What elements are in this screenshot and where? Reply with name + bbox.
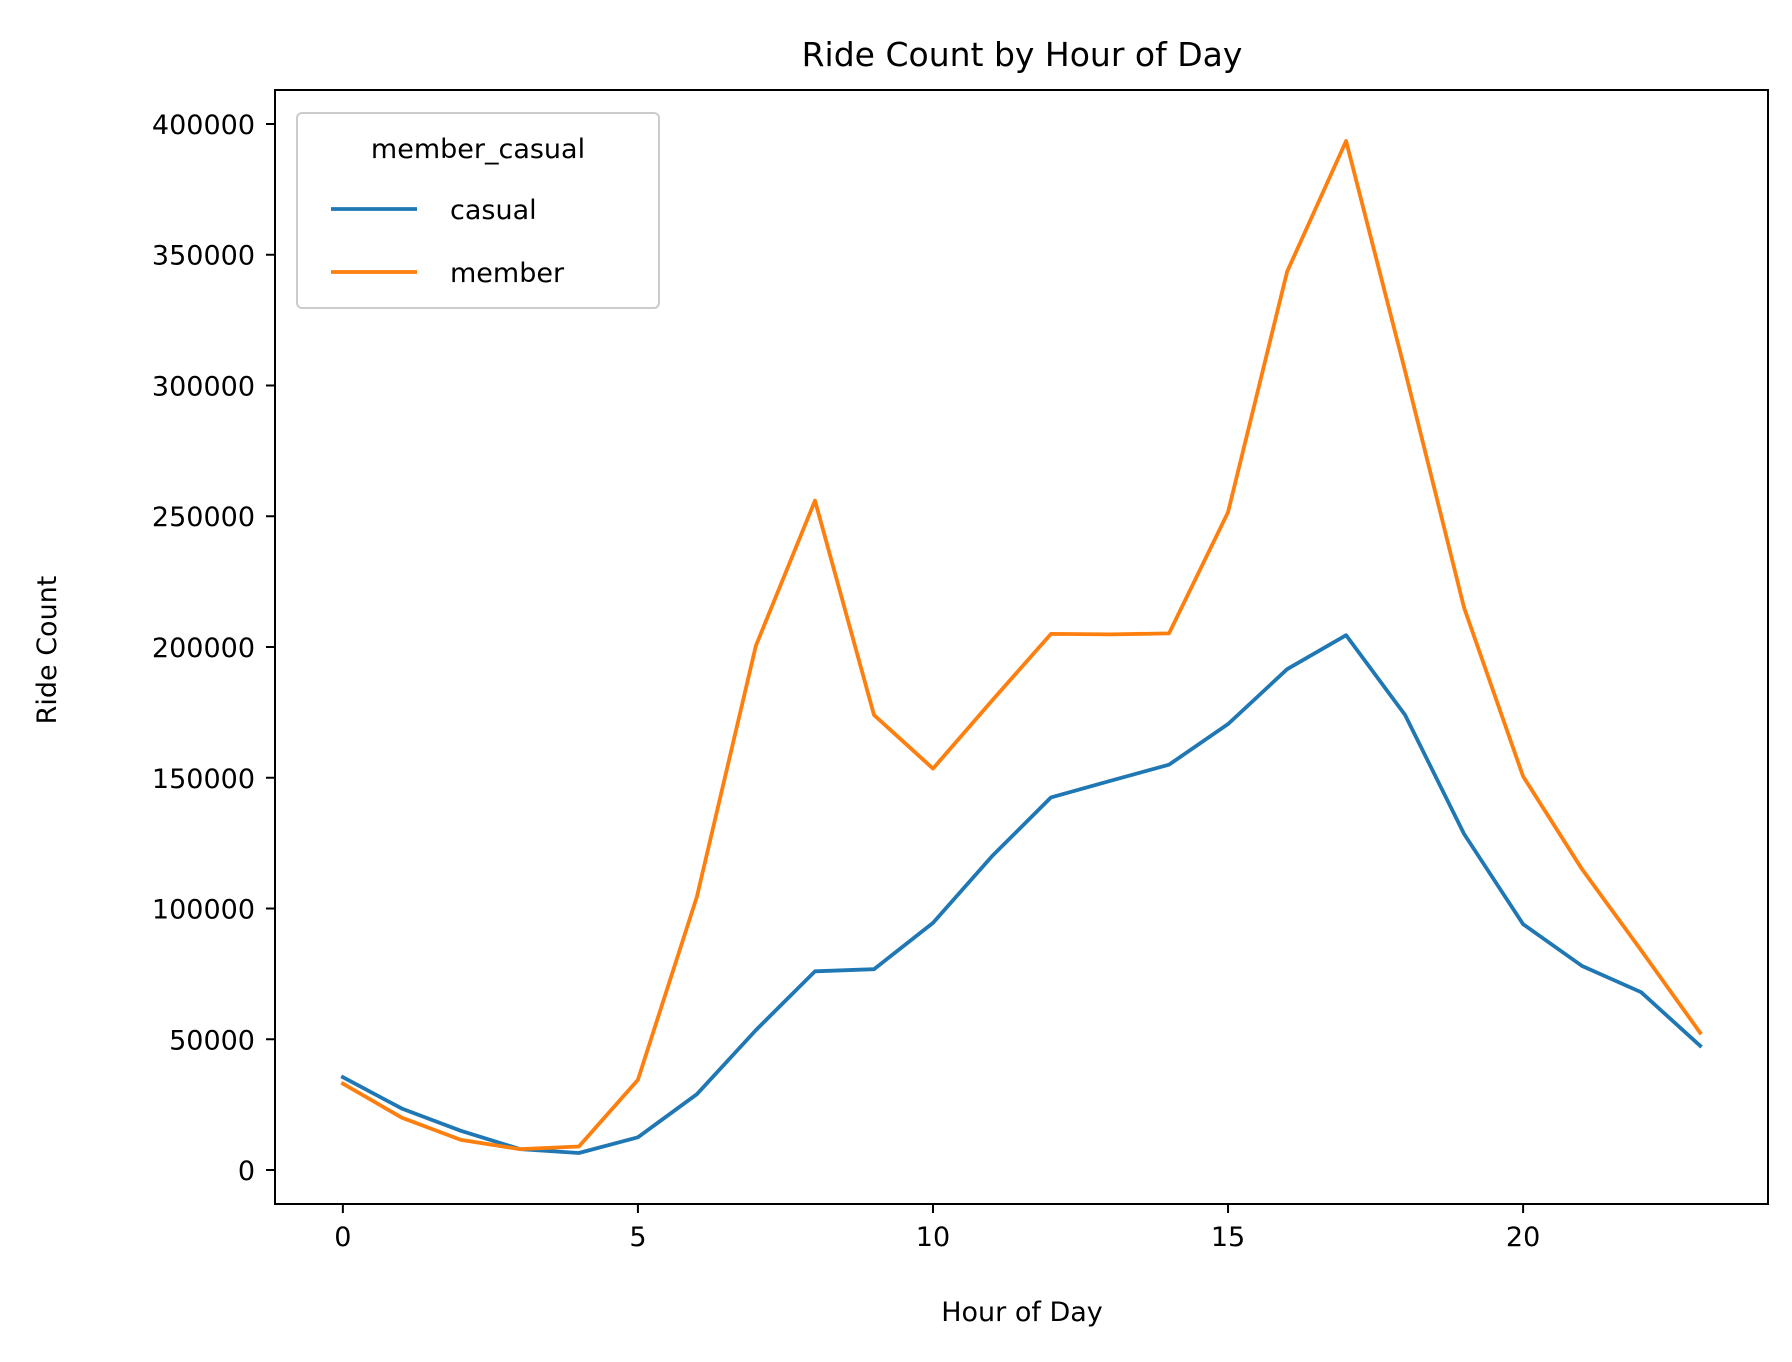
legend-label-casual: casual [450,195,537,226]
y-tick-label: 0 [238,1156,255,1187]
y-tick-label: 50000 [169,1025,255,1056]
y-axis-ticks: 0 50000 100000 150000 200000 250000 300000 3500… [152,110,275,1187]
legend-title: member_casual [371,134,585,165]
series-line-casual [340,633,1703,1155]
y-tick-label: 100000 [152,895,255,926]
x-tick-label: 0 [334,1222,351,1253]
x-tick-label: 5 [629,1222,646,1253]
legend-label-member: member [450,258,565,289]
x-tick-label: 15 [1211,1222,1245,1253]
y-tick-label: 300000 [152,371,255,402]
y-tick-label: 400000 [152,110,255,141]
series-line-member [340,139,1703,1151]
y-tick-label: 350000 [152,241,255,272]
chart-title: Ride Count by Hour of Day [802,35,1243,74]
x-tick-label: 10 [916,1222,950,1253]
x-tick-label: 20 [1506,1222,1540,1253]
x-axis-label: Hour of Day [941,1297,1103,1328]
x-axis-ticks: 0 5 10 15 20 [334,1204,1540,1253]
y-tick-label: 250000 [152,502,255,533]
legend-box [296,112,660,309]
y-axis-label: Ride Count [32,576,63,725]
y-tick-label: 200000 [152,633,255,664]
y-tick-label: 150000 [152,764,255,795]
